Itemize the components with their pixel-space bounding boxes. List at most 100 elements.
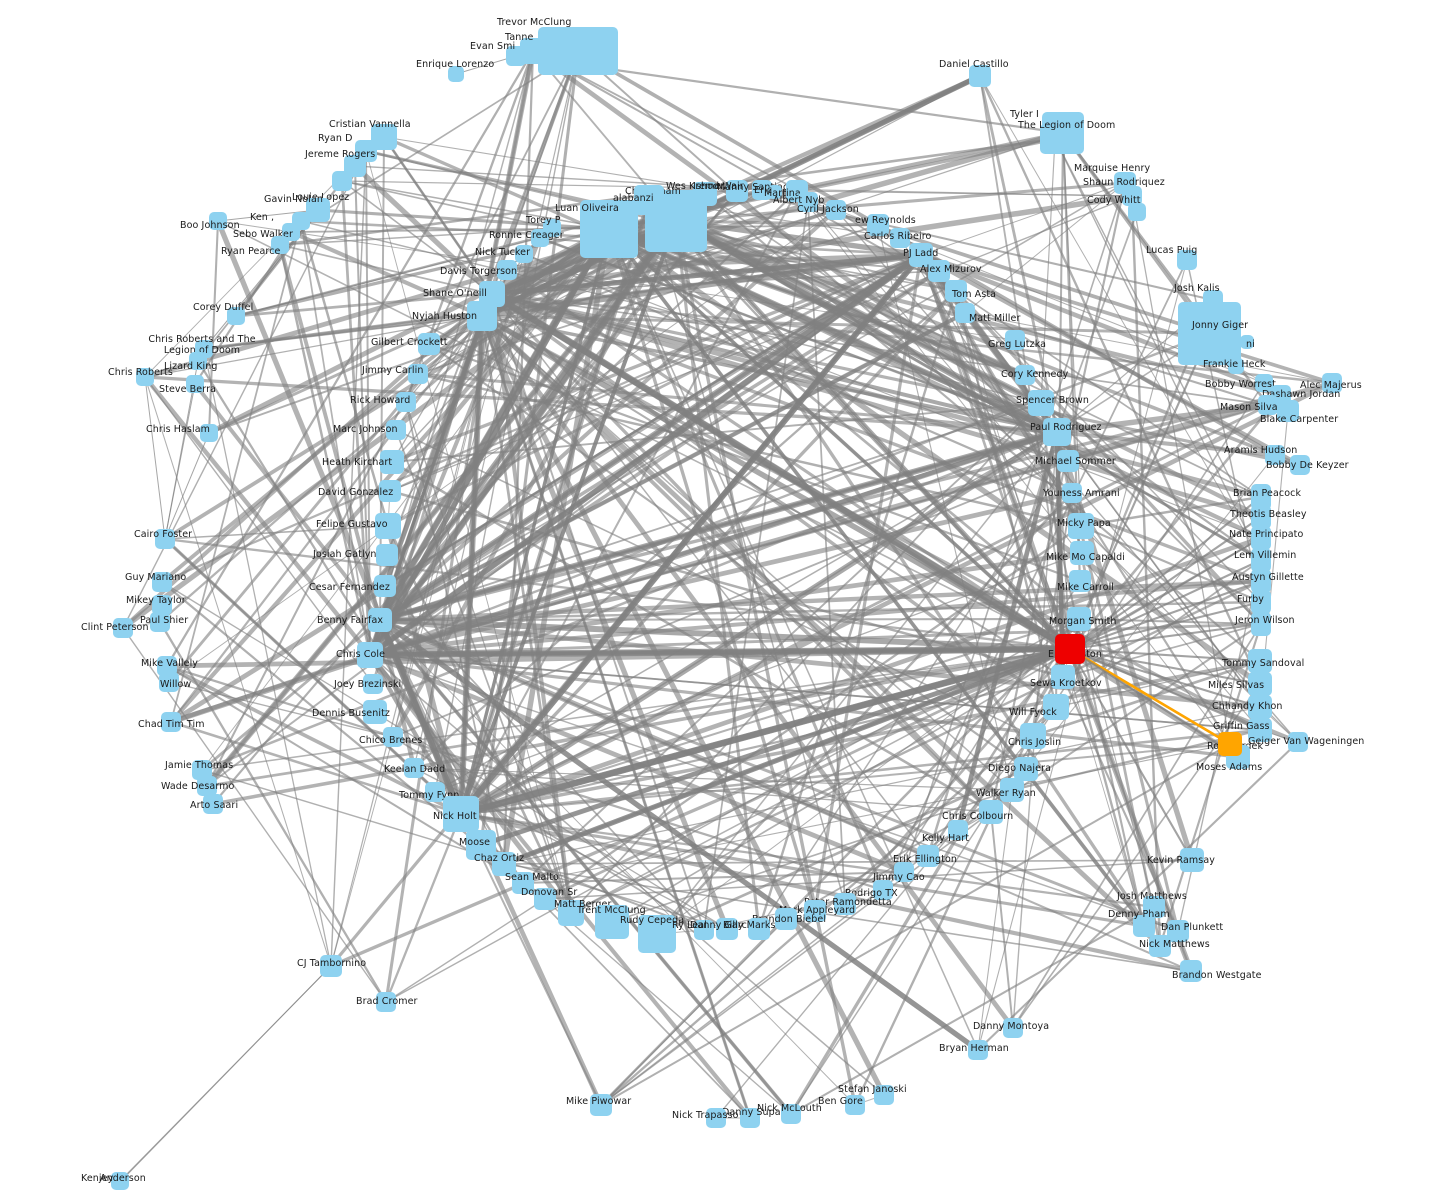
- graph-node[interactable]: [159, 672, 179, 692]
- graph-node[interactable]: [798, 192, 818, 212]
- graph-node[interactable]: [376, 544, 398, 566]
- graph-node[interactable]: [363, 700, 387, 724]
- graph-node[interactable]: [706, 1108, 726, 1128]
- graph-node[interactable]: [506, 46, 526, 66]
- graph-node[interactable]: [380, 450, 404, 474]
- graph-node[interactable]: [1122, 186, 1142, 206]
- graph-node[interactable]: [1014, 757, 1038, 781]
- graph-node[interactable]: [497, 260, 517, 280]
- graph-node[interactable]: [1218, 732, 1242, 756]
- graph-node[interactable]: [1057, 450, 1079, 472]
- graph-node[interactable]: [534, 888, 556, 910]
- graph-node[interactable]: [638, 915, 676, 953]
- graph-node[interactable]: [590, 1094, 612, 1116]
- graph-node[interactable]: [1251, 590, 1271, 614]
- graph-node[interactable]: [425, 782, 445, 802]
- graph-node[interactable]: [1240, 335, 1254, 349]
- graph-node[interactable]: [396, 392, 416, 412]
- graph-node[interactable]: [379, 480, 401, 502]
- graph-node[interactable]: [197, 776, 217, 796]
- graph-node[interactable]: [418, 333, 440, 355]
- graph-node[interactable]: [1128, 203, 1146, 221]
- graph-node[interactable]: [227, 307, 245, 325]
- graph-node[interactable]: [826, 200, 846, 220]
- graph-node[interactable]: [768, 185, 782, 199]
- graph-node[interactable]: [874, 1085, 894, 1105]
- graph-node[interactable]: [189, 352, 207, 370]
- graph-node[interactable]: [443, 796, 479, 832]
- graph-node[interactable]: [740, 1108, 760, 1128]
- graph-node[interactable]: [748, 918, 770, 940]
- graph-node[interactable]: [136, 368, 154, 386]
- graph-node[interactable]: [320, 955, 342, 977]
- graph-node[interactable]: [1003, 1018, 1023, 1038]
- graph-node[interactable]: [209, 212, 227, 230]
- graph-node[interactable]: [531, 229, 549, 247]
- graph-node[interactable]: [1251, 484, 1271, 510]
- graph-node[interactable]: [357, 642, 383, 668]
- graph-node[interactable]: [716, 918, 738, 940]
- graph-node[interactable]: [1228, 358, 1244, 374]
- graph-node[interactable]: [368, 608, 392, 632]
- graph-node[interactable]: [192, 760, 212, 780]
- graph-node[interactable]: [332, 171, 352, 191]
- graph-node[interactable]: [113, 1173, 129, 1189]
- graph-node[interactable]: [1043, 418, 1071, 446]
- graph-node[interactable]: [1251, 548, 1271, 572]
- graph-node[interactable]: [306, 198, 330, 222]
- graph-node[interactable]: [404, 758, 424, 778]
- graph-node[interactable]: [726, 180, 748, 202]
- graph-node[interactable]: [1062, 483, 1082, 503]
- graph-node[interactable]: [1015, 365, 1035, 385]
- graph-node[interactable]: [968, 1040, 988, 1060]
- graph-node[interactable]: [1248, 718, 1272, 742]
- graph-node[interactable]: [1051, 665, 1075, 689]
- graph-node[interactable]: [386, 420, 406, 440]
- graph-node[interactable]: [804, 900, 826, 922]
- graph-node[interactable]: [203, 794, 223, 814]
- graph-node[interactable]: [1288, 732, 1308, 752]
- graph-node[interactable]: [1070, 541, 1094, 565]
- graph-node[interactable]: [1143, 896, 1165, 918]
- graph-node[interactable]: [152, 572, 172, 592]
- graph-node[interactable]: [845, 1095, 865, 1115]
- graph-node[interactable]: [512, 872, 534, 894]
- graph-node[interactable]: [694, 920, 714, 940]
- graph-node[interactable]: [1005, 330, 1025, 350]
- graph-node[interactable]: [775, 908, 797, 930]
- graph-node[interactable]: [1322, 373, 1342, 393]
- graph-node[interactable]: [1290, 455, 1310, 475]
- graph-node[interactable]: [1040, 124, 1070, 154]
- graph-node[interactable]: [1020, 723, 1046, 749]
- graph-node[interactable]: [1251, 569, 1271, 593]
- graph-node[interactable]: [1248, 649, 1272, 673]
- graph-node[interactable]: [1258, 395, 1278, 415]
- graph-node[interactable]: [1277, 400, 1299, 422]
- graph-node[interactable]: [580, 200, 638, 258]
- graph-node[interactable]: [955, 303, 975, 323]
- graph-node[interactable]: [834, 893, 856, 915]
- graph-node[interactable]: [271, 236, 289, 254]
- graph-node[interactable]: [1251, 526, 1271, 550]
- graph-node[interactable]: [558, 900, 584, 926]
- graph-node[interactable]: [894, 862, 914, 882]
- graph-node[interactable]: [1248, 695, 1272, 719]
- graph-node[interactable]: [1248, 672, 1272, 696]
- graph-node[interactable]: [1067, 607, 1091, 631]
- graph-node[interactable]: [867, 214, 889, 236]
- graph-node[interactable]: [157, 656, 177, 676]
- graph-node[interactable]: [448, 66, 464, 82]
- graph-node[interactable]: [161, 712, 181, 732]
- graph-node[interactable]: [928, 260, 950, 282]
- graph-node[interactable]: [1251, 505, 1271, 529]
- graph-node[interactable]: [873, 880, 893, 900]
- graph-node[interactable]: [890, 228, 910, 248]
- graph-node[interactable]: [1265, 445, 1285, 465]
- graph-node[interactable]: [376, 992, 396, 1012]
- graph-node[interactable]: [383, 727, 403, 747]
- graph-node[interactable]: [538, 27, 618, 75]
- graph-node[interactable]: [375, 513, 401, 539]
- graph-node[interactable]: [1251, 612, 1271, 636]
- graph-node[interactable]: [945, 280, 967, 302]
